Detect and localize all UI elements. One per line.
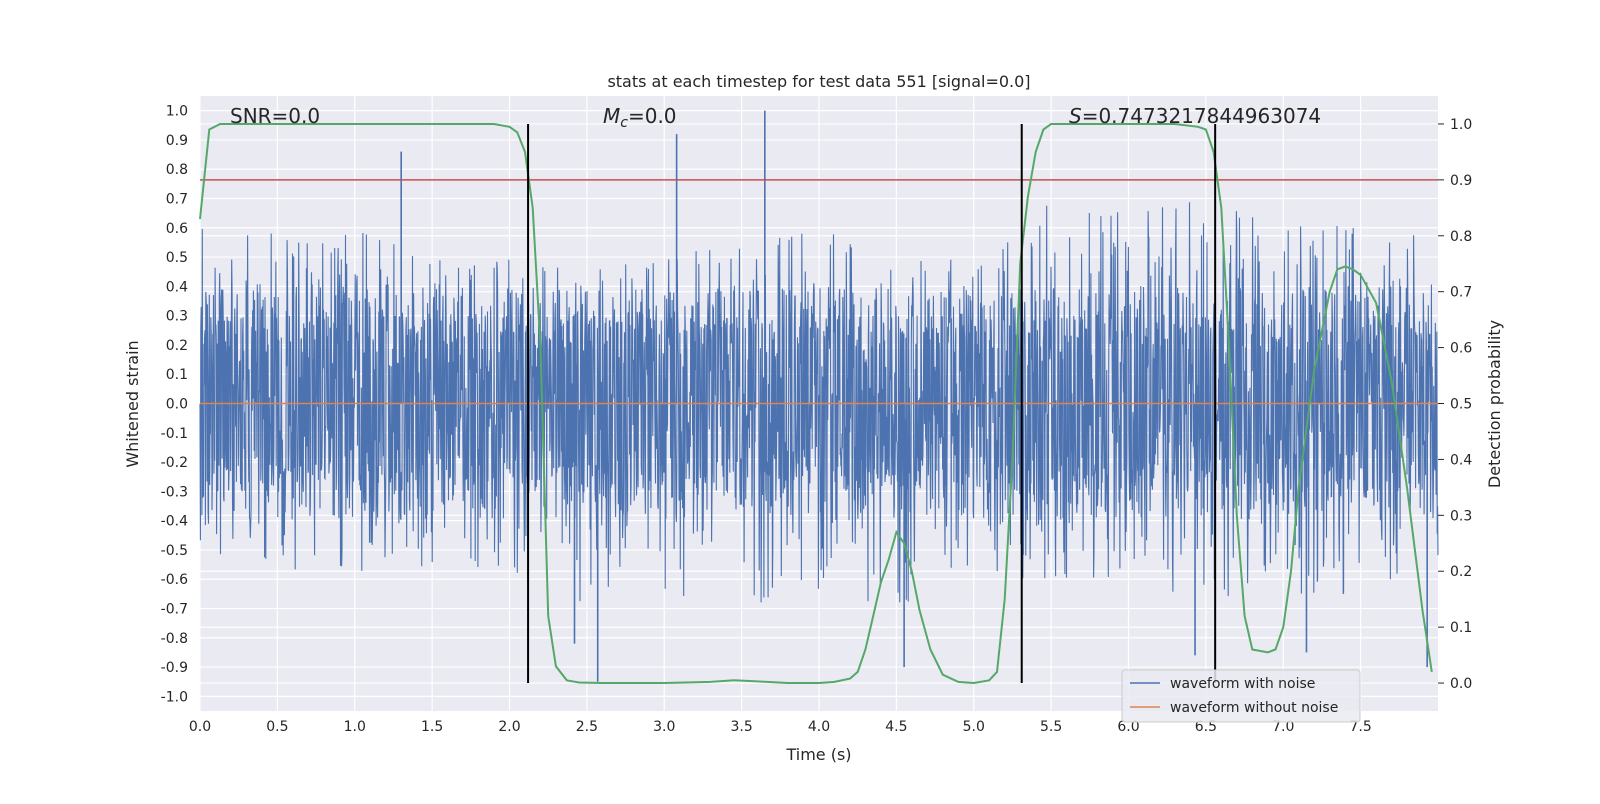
x-tick-label: 2.5 [576, 719, 598, 735]
y2-tick-label: 0.3 [1450, 508, 1472, 524]
y-tick-label: -0.6 [161, 572, 188, 588]
x-tick-label: 6.0 [1117, 719, 1139, 735]
x-tick-label: 5.5 [1040, 719, 1062, 735]
y2-tick-label: 0.7 [1450, 285, 1472, 301]
noise-trace [199, 202, 1439, 603]
y-tick-label: -0.3 [161, 484, 188, 500]
y2-tick-label: 0.2 [1450, 564, 1472, 580]
y-tick-labels: -1.0 -0.9 -0.8 -0.7 -0.6 -0.5 -0.4 -0.3 -0.2 -0.1… [161, 104, 188, 706]
y-tick-label: 0.4 [166, 279, 188, 295]
y-tick-label: 0.6 [166, 221, 188, 237]
x-tick-label: 3.0 [653, 719, 675, 735]
x-tick-label: 6.5 [1195, 719, 1217, 735]
y-axis-label: Whitened strain [123, 340, 142, 467]
x-tick-label: 4.5 [885, 719, 907, 735]
x-tick-label: 1.5 [421, 719, 443, 735]
mc-subscript: c [620, 115, 628, 131]
series-detection-probability [199, 123, 1433, 685]
y2-tick-label: 0.0 [1450, 676, 1472, 692]
x-tick-label: 5.0 [963, 719, 985, 735]
y-tick-label: 0.5 [166, 250, 188, 266]
x-tick-label: 3.5 [730, 719, 752, 735]
y-tick-label: -0.7 [161, 602, 188, 618]
y-tick-label: -1.0 [161, 689, 188, 705]
s-symbol: S [1069, 104, 1082, 128]
y-tick-label: -0.8 [161, 631, 188, 647]
y2-tick-label: 0.5 [1450, 397, 1472, 413]
y2-tick-labels: 0.0 0.1 0.2 0.3 0.4 0.5 0.6 0.7 0.8 0.9 1.0 [1438, 117, 1472, 692]
y-tick-label: -0.9 [161, 660, 188, 676]
legend: waveform with noise waveform without noi… [1121, 669, 1361, 723]
snr-annotation: SNR=0.0 [230, 104, 320, 128]
chart-title: stats at each timestep for test data 551… [607, 72, 1030, 91]
x-tick-label: 4.0 [808, 719, 830, 735]
series-waveform-with-noise [199, 110, 1439, 682]
mc-symbol: M [603, 104, 620, 128]
s-annotation: S=0.7473217844963074 [1069, 104, 1321, 128]
y2-tick-label: 0.6 [1450, 341, 1472, 357]
legend-label-clean: waveform without noise [1170, 700, 1338, 716]
y-tick-label: 0.3 [166, 309, 188, 325]
y2-tick-label: 0.1 [1450, 620, 1472, 636]
probability-line [199, 123, 1433, 685]
y2-tick-label: 1.0 [1450, 117, 1472, 133]
y2-tick-label: 0.8 [1450, 229, 1472, 245]
y-tick-label: 0.2 [166, 338, 188, 354]
x-axis-label: Time (s) [785, 745, 851, 764]
x-tick-label: 2.0 [498, 719, 520, 735]
x-tick-label: 1.0 [344, 719, 366, 735]
x-tick-label: 7.5 [1349, 719, 1371, 735]
x-tick-label: 0.5 [266, 719, 288, 735]
legend-label-noise: waveform with noise [1170, 676, 1315, 692]
x-tick-label: 7.0 [1272, 719, 1294, 735]
y2-tick-label: 0.4 [1450, 452, 1472, 468]
s-value: =0.7473217844963074 [1082, 104, 1321, 128]
y-tick-label: 0.1 [166, 367, 188, 383]
y-tick-label: 1.0 [166, 104, 188, 120]
y-tick-label: -0.5 [161, 543, 188, 559]
y-tick-label: 0.7 [166, 192, 188, 208]
y-tick-label: -0.4 [161, 514, 188, 530]
mc-value: =0.0 [628, 104, 677, 128]
y-tick-label: -0.1 [161, 426, 188, 442]
y-tick-label: 0.9 [166, 133, 188, 149]
x-tick-label: 0.0 [189, 719, 211, 735]
y-tick-label: -0.2 [161, 455, 188, 471]
y2-tick-label: 0.9 [1450, 173, 1472, 189]
x-tick-labels: 0.0 0.5 1.0 1.5 2.0 2.5 3.0 3.5 4.0 4.5 5.0 5.5 6.0 6… [189, 719, 1372, 735]
vertical-markers [527, 123, 1217, 684]
y2-axis-label: Detection probability [1485, 320, 1504, 488]
y-tick-label: 0.8 [166, 162, 188, 178]
y-tick-label: 0.0 [166, 397, 188, 413]
mc-annotation: Mc=0.0 [603, 104, 677, 131]
legend-box [1121, 669, 1361, 723]
